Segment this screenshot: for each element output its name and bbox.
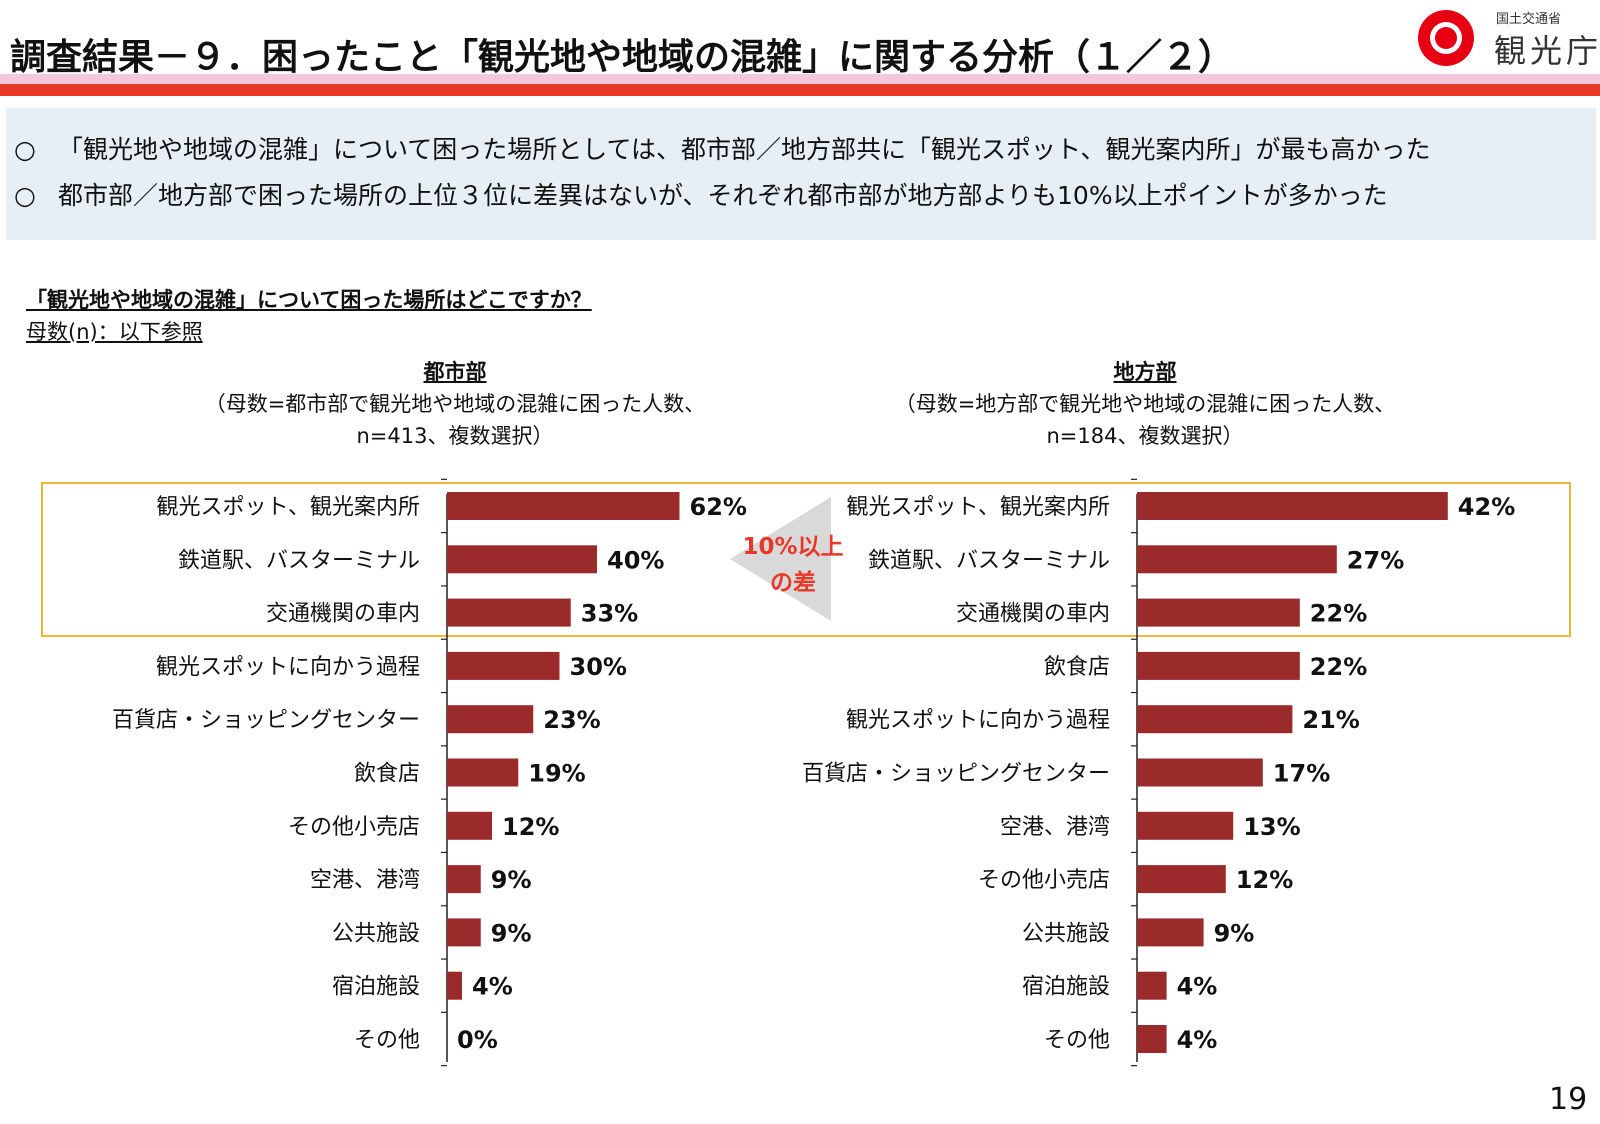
rural-value-label: 42% xyxy=(1458,493,1515,521)
rural-value-label: 4% xyxy=(1177,1026,1218,1054)
urban-chart-subtitle-2: n=413、複数選択） xyxy=(356,424,554,448)
urban-bar xyxy=(447,651,560,680)
summary-box: ○ 「観光地や地域の混雑」について困った場所としては、都市部／地方部共に「観光スポ… xyxy=(6,108,1596,240)
rural-value-label: 21% xyxy=(1302,706,1359,734)
agency-logo: 国土交通省 観光庁 xyxy=(1408,6,1600,70)
rural-bar xyxy=(1137,971,1167,1000)
annotation-text-1: 10%以上 xyxy=(742,534,843,560)
rural-category-label: 宿泊施設 xyxy=(1022,975,1110,1000)
bullet-circle-icon: ○ xyxy=(14,135,36,164)
rural-category-label: その他小売店 xyxy=(978,868,1110,893)
urban-value-label: 0% xyxy=(457,1026,498,1054)
survey-question: 「観光地や地域の混雑」について困った場所はどこですか？ xyxy=(26,288,592,312)
urban-chart-subtitle-1: （母数=都市部で観光地や地域の混雑に困った人数、 xyxy=(204,392,706,416)
urban-value-label: 62% xyxy=(690,493,747,521)
rural-bar xyxy=(1137,865,1226,894)
rural-bar xyxy=(1137,545,1337,574)
urban-value-label: 9% xyxy=(491,919,532,947)
summary-text-1: 「観光地や地域の混雑」について困った場所としては、都市部／地方部共に「観光スポッ… xyxy=(58,135,1431,164)
japan-tourism-agency-logo-icon xyxy=(1418,10,1474,66)
urban-bar xyxy=(447,971,462,1000)
urban-category-label: 宿泊施設 xyxy=(332,975,420,1000)
rural-category-label: 観光スポットに向かう過程 xyxy=(846,708,1110,733)
urban-bar xyxy=(447,758,519,787)
urban-value-label: 19% xyxy=(528,760,585,788)
urban-value-label: 4% xyxy=(472,973,513,1001)
rural-value-label: 13% xyxy=(1243,813,1300,841)
bullet-circle-icon: ○ xyxy=(14,181,36,210)
rural-value-label: 22% xyxy=(1310,653,1367,681)
rural-bar xyxy=(1137,492,1448,520)
urban-category-label: 飲食店 xyxy=(354,762,420,787)
rural-bar xyxy=(1137,1025,1167,1053)
rural-category-label: その他 xyxy=(1044,1028,1110,1053)
urban-category-label: 観光スポット、観光案内所 xyxy=(156,495,420,520)
urban-category-label: 空港、港湾 xyxy=(310,868,420,893)
urban-value-label: 23% xyxy=(543,706,600,734)
rural-chart-subtitle-2: n=184、複数選択） xyxy=(1046,424,1244,448)
title-underline-pink xyxy=(0,74,1600,84)
urban-bar xyxy=(447,705,534,734)
rural-value-label: 27% xyxy=(1347,546,1404,574)
urban-category-label: その他小売店 xyxy=(288,815,420,840)
rural-bar xyxy=(1137,705,1293,734)
page-title: 調査結果－９．困ったこと「観光地や地域の混雑」に関する分析（１／２） xyxy=(10,37,1235,78)
top3-highlight-box xyxy=(41,482,1571,637)
rural-value-label: 4% xyxy=(1177,973,1218,1001)
urban-category-label: その他 xyxy=(354,1028,420,1053)
urban-bar xyxy=(447,918,481,947)
rural-category-label: 空港、港湾 xyxy=(1000,815,1110,840)
rural-category-label: 観光スポット、観光案内所 xyxy=(846,495,1110,520)
urban-chart-header: 都市部 （母数=都市部で観光地や地域の混雑に困った人数、 n=413、複数選択） xyxy=(170,356,740,452)
rural-bar xyxy=(1137,651,1300,680)
rural-chart-header: 地方部 （母数=地方部で観光地や地域の混雑に困った人数、 n=184、複数選択） xyxy=(860,356,1430,452)
rural-chart-title: 地方部 xyxy=(1113,360,1177,384)
logo-agency-name: 観光庁 xyxy=(1494,32,1600,70)
urban-category-label: 観光スポットに向かう過程 xyxy=(156,655,420,680)
rural-category-label: 百貨店・ショッピングセンター xyxy=(802,762,1110,787)
urban-value-label: 9% xyxy=(491,866,532,894)
urban-value-label: 40% xyxy=(607,546,664,574)
rural-value-label: 12% xyxy=(1236,866,1293,894)
urban-value-label: 30% xyxy=(570,653,627,681)
urban-bar xyxy=(447,865,481,894)
rural-value-label: 17% xyxy=(1273,760,1330,788)
urban-category-label: 百貨店・ショッピングセンター xyxy=(112,708,420,733)
comparison-arrow-icon xyxy=(730,497,831,621)
base-note: 母数(n)：以下参照 xyxy=(26,320,203,344)
rural-value-label: 22% xyxy=(1310,600,1367,628)
annotation-text-2: の差 xyxy=(770,569,816,596)
rural-value-label: 9% xyxy=(1214,919,1255,947)
rural-category-label: 交通機関の車内 xyxy=(956,602,1110,627)
rural-bar xyxy=(1137,598,1300,627)
summary-text-2: 都市部／地方部で困った場所の上位３位に差異はないが、それぞれ都市部が地方部よりも… xyxy=(58,181,1388,210)
summary-line-1: ○ 「観光地や地域の混雑」について困った場所としては、都市部／地方部共に「観光スポ… xyxy=(14,130,1431,166)
rural-category-label: 鉄道駅、バスターミナル xyxy=(868,548,1110,573)
rural-bar xyxy=(1137,918,1204,947)
rural-category-label: 飲食店 xyxy=(1044,655,1110,680)
urban-bar xyxy=(447,811,492,840)
title-underline-red xyxy=(0,84,1600,96)
urban-category-label: 公共施設 xyxy=(332,921,420,946)
page-number: 19 xyxy=(1549,1082,1588,1117)
urban-bar xyxy=(447,598,571,627)
rural-bar xyxy=(1137,758,1263,787)
urban-category-label: 鉄道駅、バスターミナル xyxy=(178,548,420,573)
urban-category-label: 交通機関の車内 xyxy=(266,602,420,627)
urban-chart-title: 都市部 xyxy=(423,360,487,384)
summary-line-2: ○ 都市部／地方部で困った場所の上位３位に差異はないが、それぞれ都市部が地方部より… xyxy=(14,176,1388,212)
urban-value-label: 33% xyxy=(581,600,638,628)
rural-bar xyxy=(1137,811,1234,840)
rural-category-label: 公共施設 xyxy=(1022,921,1110,946)
rural-chart-subtitle-1: （母数=地方部で観光地や地域の混雑に困った人数、 xyxy=(894,392,1396,416)
logo-ministry-text: 国土交通省 xyxy=(1496,12,1562,27)
urban-value-label: 12% xyxy=(502,813,559,841)
urban-bar xyxy=(447,492,680,520)
urban-bar xyxy=(447,545,597,574)
